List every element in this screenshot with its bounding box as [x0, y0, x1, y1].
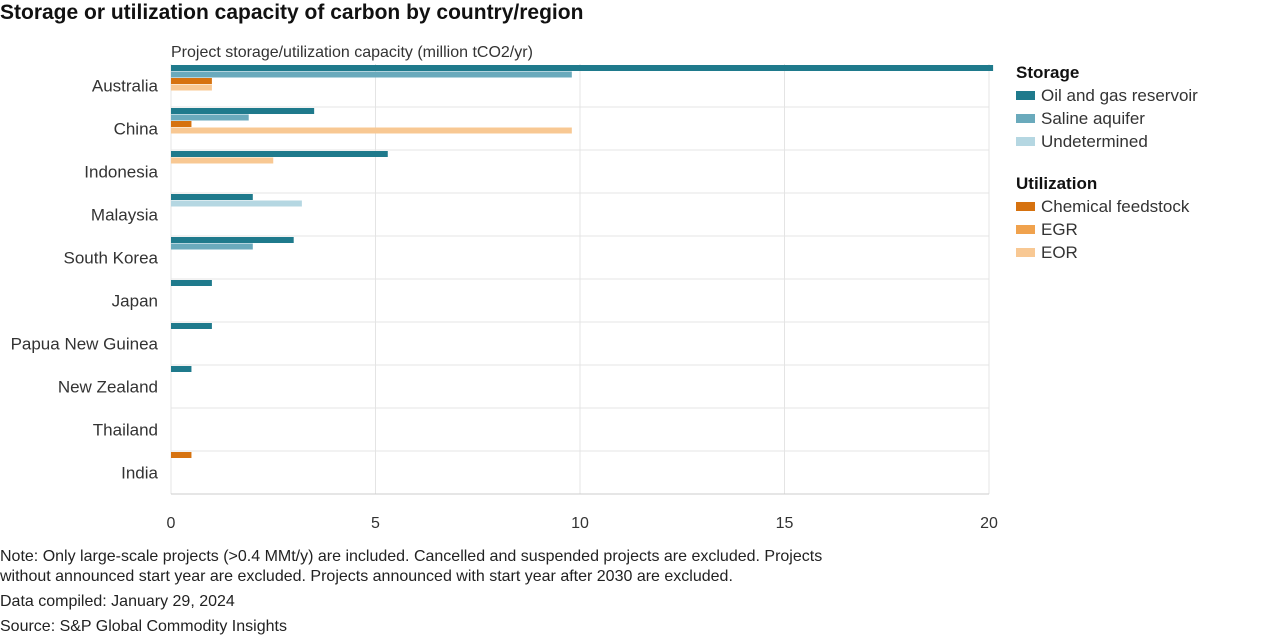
bar-undetermined [171, 200, 302, 207]
bar-saline-aquifer [171, 71, 572, 78]
bar-oil-and-gas-reservoir [171, 366, 192, 372]
x-axis-title: Project storage/utilization capacity (mi… [171, 44, 533, 61]
bars-layer [171, 65, 994, 458]
bar-chemical-feedstock [171, 78, 212, 84]
legend-label: Saline aquifer [1041, 109, 1145, 128]
category-label: New Zealand [58, 378, 158, 397]
x-tick-label: 0 [167, 515, 176, 532]
bar-eor [171, 127, 572, 134]
bar-oil-and-gas-reservoir [171, 108, 315, 114]
legend-label: EGR [1041, 220, 1078, 239]
legend-swatch [1016, 202, 1035, 211]
legend-label: Undetermined [1041, 132, 1148, 151]
note-line: without announced start year are exclude… [0, 568, 733, 585]
category-label: South Korea [63, 249, 158, 268]
labels-layer: Project storage/utilization capacity (mi… [11, 44, 998, 532]
x-tick-label: 5 [371, 515, 380, 532]
bar-saline-aquifer [171, 114, 249, 121]
category-label: India [121, 464, 158, 483]
legend-heading: Storage [1016, 63, 1079, 82]
category-label: Japan [112, 292, 158, 311]
source-text: Source: S&P Global Commodity Insights [0, 618, 287, 635]
bar-oil-and-gas-reservoir [171, 65, 994, 71]
bar-eor [171, 84, 212, 91]
category-label: Indonesia [84, 163, 158, 182]
legend-swatch [1016, 137, 1035, 146]
bar-oil-and-gas-reservoir [171, 237, 294, 243]
chart-title: Storage or utilization capacity of carbo… [0, 1, 584, 24]
legend-label: Chemical feedstock [1041, 197, 1190, 216]
data-compiled: Data compiled: January 29, 2024 [0, 593, 235, 610]
category-label: Papua New Guinea [11, 335, 159, 354]
bar-oil-and-gas-reservoir [171, 151, 388, 157]
x-tick-label: 20 [980, 515, 998, 532]
bar-eor [171, 157, 274, 164]
category-label: Thailand [93, 421, 158, 440]
legend-label: Oil and gas reservoir [1041, 86, 1198, 105]
bar-oil-and-gas-reservoir [171, 194, 253, 200]
x-tick-label: 15 [776, 515, 794, 532]
category-label: Australia [92, 77, 159, 96]
category-label: Malaysia [91, 206, 159, 225]
category-label: China [114, 120, 159, 139]
legend-swatch [1016, 91, 1035, 100]
grid-layer [170, 64, 990, 495]
legend-swatch [1016, 114, 1035, 123]
chart-footer: Note: Only large-scale projects (>0.4 MM… [0, 547, 960, 637]
bar-oil-and-gas-reservoir [171, 323, 212, 329]
legend-label: EOR [1041, 243, 1078, 262]
legend: Storage Oil and gas reservoir Saline aquif… [1016, 63, 1198, 262]
bar-chemical-feedstock [171, 452, 192, 458]
bar-saline-aquifer [171, 243, 253, 250]
bar-oil-and-gas-reservoir [171, 280, 212, 286]
x-tick-label: 10 [571, 515, 589, 532]
legend-swatch [1016, 225, 1035, 234]
note-line: Note: Only large-scale projects (>0.4 MM… [0, 548, 823, 565]
legend-swatch [1016, 248, 1035, 257]
bar-chemical-feedstock [171, 121, 192, 127]
legend-heading: Utilization [1016, 174, 1097, 193]
